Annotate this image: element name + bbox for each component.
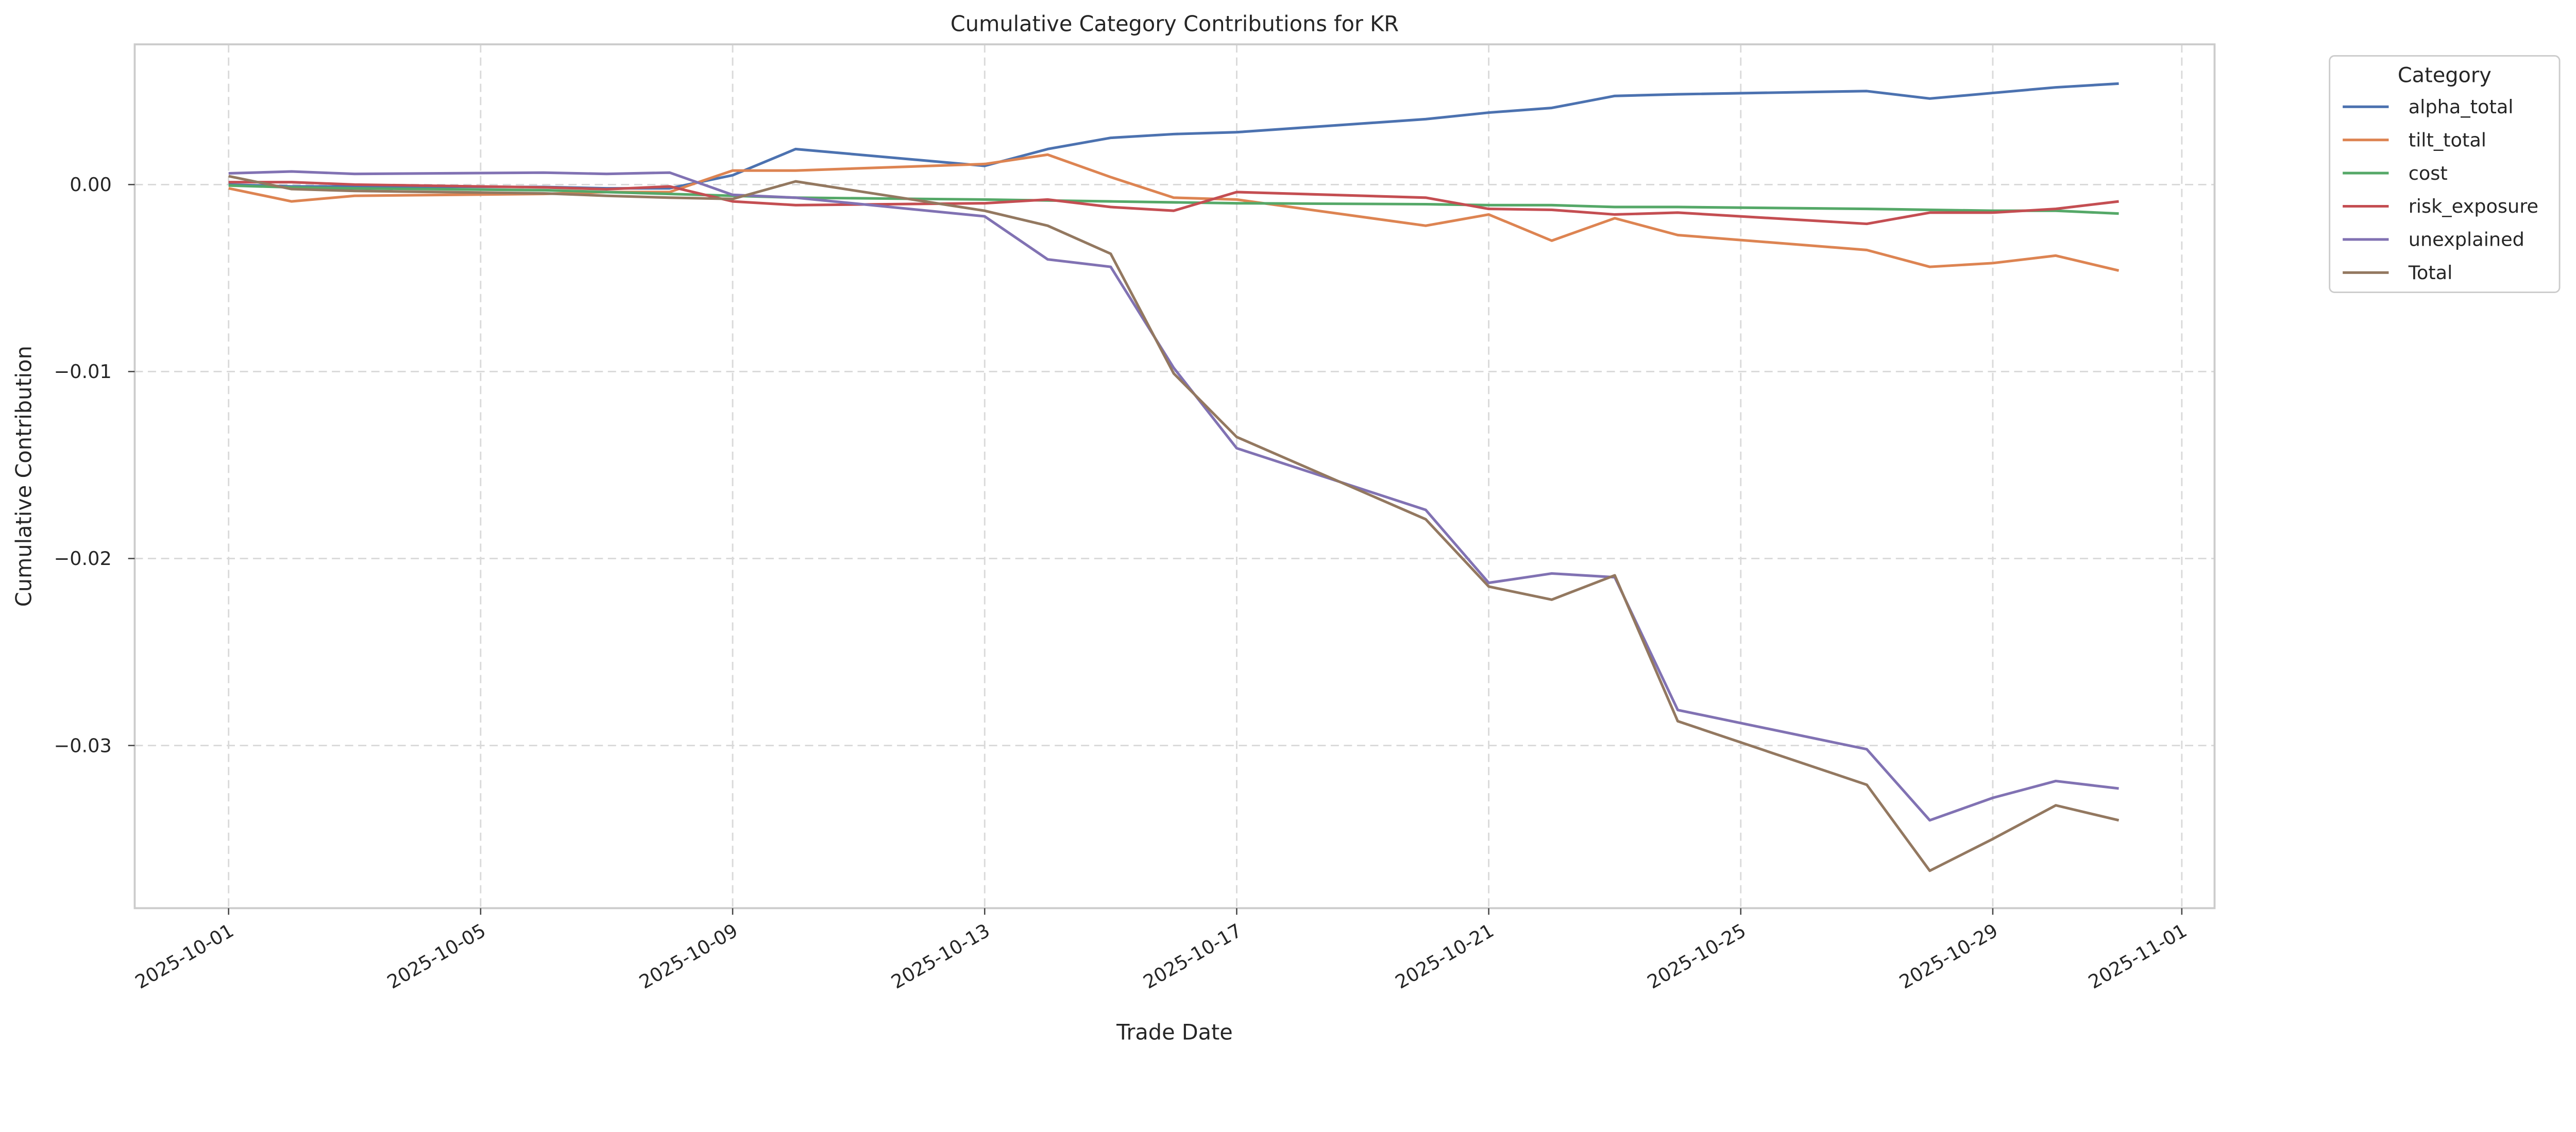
series-risk_exposure — [228, 181, 2119, 226]
x-tick-label: 2025-10-29 — [1895, 919, 2002, 993]
legend-title: Category — [2398, 63, 2492, 87]
legend-label-alpha_total: alpha_total — [2409, 96, 2514, 118]
series-Total — [228, 175, 2120, 872]
series-line-Total — [228, 175, 2120, 872]
legend-box — [2329, 55, 2561, 294]
y-tick-label: −0.02 — [54, 547, 111, 570]
x-axis-ticks: 2025-10-01 2025-10-05 2025-10-09 2025-10-13… — [131, 908, 2191, 993]
plot-frame — [133, 43, 2216, 910]
x-tick-label: 2025-10-21 — [1392, 919, 1498, 993]
legend-label-tilt_total: tilt_total — [2409, 129, 2486, 151]
legend-label-unexplained: unexplained — [2409, 229, 2524, 251]
y-axis-label: Cumulative Contribution — [12, 346, 37, 607]
legend-label-Total: Total — [2408, 262, 2453, 284]
legend-label-risk_exposure: risk_exposure — [2409, 195, 2538, 217]
cumulative-contributions-chart: Cumulative Category Contributions for KR… — [12, 12, 2561, 1044]
y-tick-label: 0.00 — [70, 174, 112, 196]
series-lines — [228, 82, 2120, 872]
y-axis-ticks: 0.00 −0.01 −0.02 −0.03 — [54, 174, 135, 757]
x-tick-label: 2025-10-25 — [1643, 919, 1750, 993]
x-axis-label: Trade Date — [1116, 1020, 1233, 1044]
series-unexplained — [228, 170, 2119, 822]
legend-label-cost: cost — [2409, 162, 2448, 184]
y-tick-label: −0.03 — [54, 734, 111, 757]
x-tick-label: 2025-11-01 — [2084, 919, 2191, 993]
x-tick-label: 2025-10-17 — [1140, 919, 1246, 993]
x-tick-label: 2025-10-01 — [131, 919, 238, 993]
y-tick-label: −0.01 — [54, 361, 111, 383]
series-cost — [228, 184, 2119, 215]
x-tick-label: 2025-10-13 — [888, 919, 994, 993]
gridlines — [134, 44, 2215, 908]
x-tick-label: 2025-10-05 — [383, 919, 489, 993]
series-line-unexplained — [228, 170, 2119, 822]
chart-title: Cumulative Category Contributions for KR — [951, 12, 1399, 37]
series-line-cost — [228, 184, 2119, 215]
x-tick-label: 2025-10-09 — [635, 919, 741, 993]
